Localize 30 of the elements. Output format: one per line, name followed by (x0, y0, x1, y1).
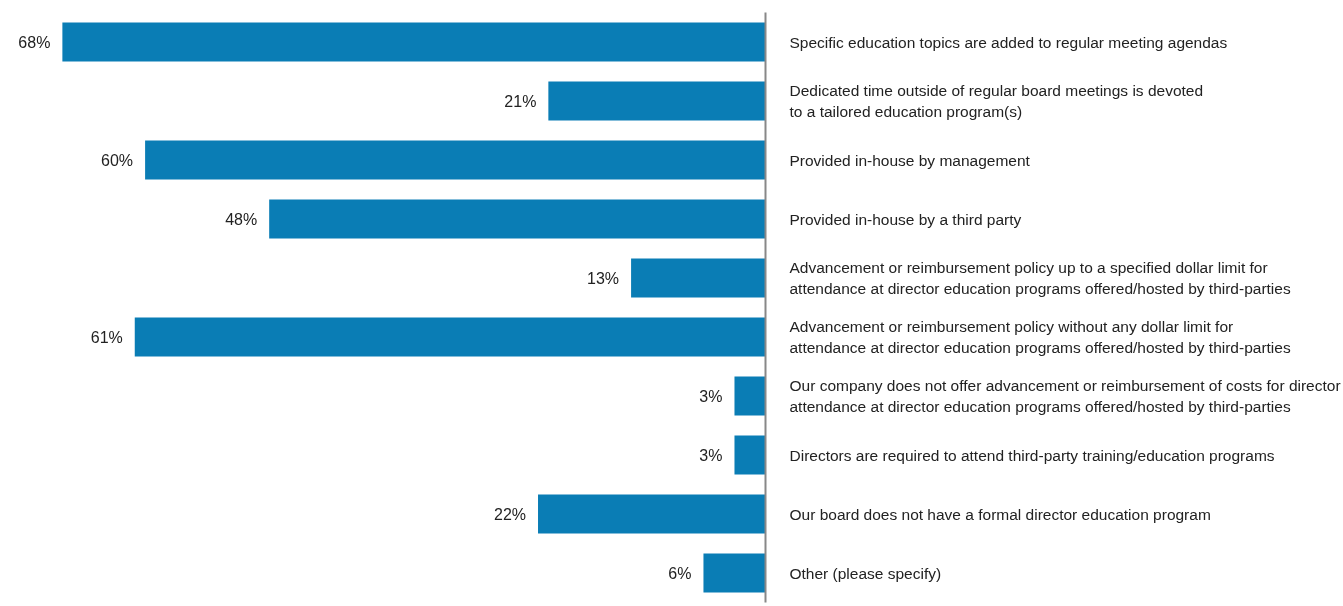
y-tick-label: Dedicated time outside of regular board meetings is devoted to a tailored education program(s) (789, 82, 1204, 120)
y-tick-label: Advancement or reimbursement policy without any dollar limit for attendance at director education programs offered/hosted by third-parties (789, 318, 1291, 356)
bar (703, 553, 766, 593)
data-label: 13% (587, 269, 620, 287)
data-label: 3% (699, 387, 723, 405)
bar (62, 22, 766, 62)
bar (548, 81, 766, 121)
data-label: 3% (699, 446, 723, 464)
y-tick-label: Specific education topics are added to regular meeting agendas (789, 33, 1228, 51)
bar (734, 376, 766, 416)
data-label: 21% (504, 92, 537, 110)
bar (631, 258, 766, 298)
y-tick-label: Advancement or reimbursement policy up to a specified dollar limit for attendance at director education programs offered/hosted by third-parties (789, 259, 1291, 297)
bar (538, 494, 766, 534)
data-label: 6% (668, 564, 692, 582)
bar (269, 199, 766, 239)
data-label: 68% (18, 33, 51, 51)
y-tick-label: Directors are required to attend third-party training/education programs (789, 446, 1275, 464)
y-tick-label: Other (please specify) (789, 564, 942, 582)
data-label: 48% (225, 210, 258, 228)
data-label: 22% (493, 505, 527, 523)
data-label: 61% (90, 328, 123, 346)
y-tick-label: Our company does not offer advancement or reimbursement of costs for director attendance at director education programs offered/hosted by third-parties (789, 377, 1341, 415)
bar (734, 435, 766, 475)
bar (145, 140, 766, 180)
y-tick-label: Provided in-house by a third party (789, 210, 1022, 228)
y-tick-label: Our board does not have a formal director education program (789, 505, 1211, 523)
y-tick-label: Provided in-house by management (789, 151, 1031, 169)
data-label: 60% (101, 151, 134, 169)
bar (134, 317, 766, 357)
